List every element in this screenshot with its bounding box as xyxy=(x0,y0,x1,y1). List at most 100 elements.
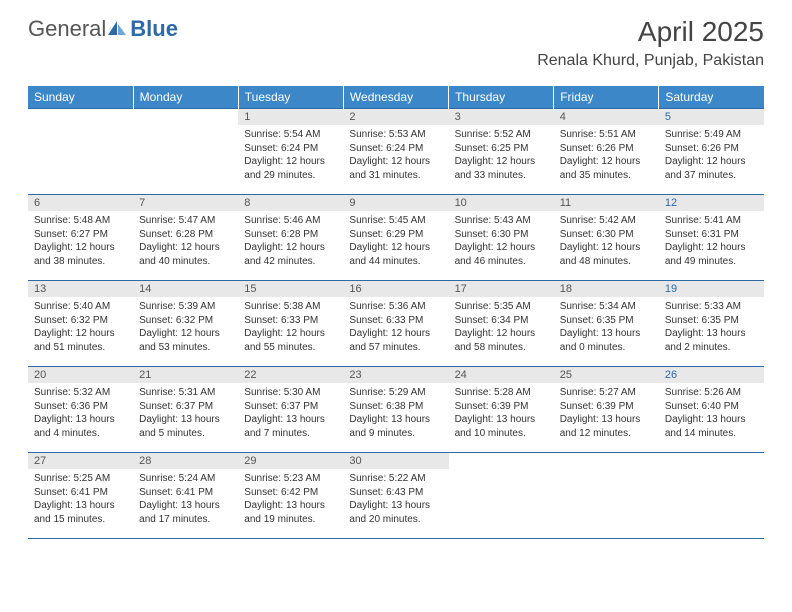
calendar-cell: 24Sunrise: 5:28 AMSunset: 6:39 PMDayligh… xyxy=(449,367,554,453)
page-title: April 2025 xyxy=(537,16,764,48)
calendar-cell: 29Sunrise: 5:23 AMSunset: 6:42 PMDayligh… xyxy=(238,453,343,539)
day-number: 30 xyxy=(343,453,448,469)
calendar-cell: 4Sunrise: 5:51 AMSunset: 6:26 PMDaylight… xyxy=(554,109,659,195)
brand-logo: General Blue xyxy=(28,16,178,42)
day-content: Sunrise: 5:39 AMSunset: 6:32 PMDaylight:… xyxy=(133,297,238,357)
location-subtitle: Renala Khurd, Punjab, Pakistan xyxy=(537,52,764,70)
weekday-header: Thursday xyxy=(449,86,554,109)
title-block: April 2025 Renala Khurd, Punjab, Pakista… xyxy=(537,16,764,70)
day-number: 27 xyxy=(28,453,133,469)
day-number: 17 xyxy=(449,281,554,297)
calendar-cell: 11Sunrise: 5:42 AMSunset: 6:30 PMDayligh… xyxy=(554,195,659,281)
day-content: Sunrise: 5:29 AMSunset: 6:38 PMDaylight:… xyxy=(343,383,448,443)
calendar-cell: 2Sunrise: 5:53 AMSunset: 6:24 PMDaylight… xyxy=(343,109,448,195)
calendar-cell: 17Sunrise: 5:35 AMSunset: 6:34 PMDayligh… xyxy=(449,281,554,367)
day-content: Sunrise: 5:32 AMSunset: 6:36 PMDaylight:… xyxy=(28,383,133,443)
day-content: Sunrise: 5:34 AMSunset: 6:35 PMDaylight:… xyxy=(554,297,659,357)
day-number: 24 xyxy=(449,367,554,383)
day-number: 11 xyxy=(554,195,659,211)
day-content: Sunrise: 5:26 AMSunset: 6:40 PMDaylight:… xyxy=(659,383,764,443)
day-number: 15 xyxy=(238,281,343,297)
day-number: 23 xyxy=(343,367,448,383)
day-content: Sunrise: 5:42 AMSunset: 6:30 PMDaylight:… xyxy=(554,211,659,271)
day-number: 12 xyxy=(659,195,764,211)
day-content: Sunrise: 5:31 AMSunset: 6:37 PMDaylight:… xyxy=(133,383,238,443)
calendar-cell: 5Sunrise: 5:49 AMSunset: 6:26 PMDaylight… xyxy=(659,109,764,195)
day-number: 10 xyxy=(449,195,554,211)
weekday-header: Tuesday xyxy=(238,86,343,109)
calendar-cell: 23Sunrise: 5:29 AMSunset: 6:38 PMDayligh… xyxy=(343,367,448,453)
calendar-cell: 20Sunrise: 5:32 AMSunset: 6:36 PMDayligh… xyxy=(28,367,133,453)
day-content: Sunrise: 5:24 AMSunset: 6:41 PMDaylight:… xyxy=(133,469,238,529)
day-number: 25 xyxy=(554,367,659,383)
calendar-cell: 14Sunrise: 5:39 AMSunset: 6:32 PMDayligh… xyxy=(133,281,238,367)
calendar-cell: 15Sunrise: 5:38 AMSunset: 6:33 PMDayligh… xyxy=(238,281,343,367)
calendar-cell: 10Sunrise: 5:43 AMSunset: 6:30 PMDayligh… xyxy=(449,195,554,281)
calendar-cell: 6Sunrise: 5:48 AMSunset: 6:27 PMDaylight… xyxy=(28,195,133,281)
calendar-cell: 13Sunrise: 5:40 AMSunset: 6:32 PMDayligh… xyxy=(28,281,133,367)
calendar-cell: 21Sunrise: 5:31 AMSunset: 6:37 PMDayligh… xyxy=(133,367,238,453)
calendar-cell: 27Sunrise: 5:25 AMSunset: 6:41 PMDayligh… xyxy=(28,453,133,539)
day-content: Sunrise: 5:38 AMSunset: 6:33 PMDaylight:… xyxy=(238,297,343,357)
day-content: Sunrise: 5:27 AMSunset: 6:39 PMDaylight:… xyxy=(554,383,659,443)
calendar-cell: 12Sunrise: 5:41 AMSunset: 6:31 PMDayligh… xyxy=(659,195,764,281)
day-content: Sunrise: 5:52 AMSunset: 6:25 PMDaylight:… xyxy=(449,125,554,185)
day-content: Sunrise: 5:30 AMSunset: 6:37 PMDaylight:… xyxy=(238,383,343,443)
calendar-cell: 7Sunrise: 5:47 AMSunset: 6:28 PMDaylight… xyxy=(133,195,238,281)
day-number: 21 xyxy=(133,367,238,383)
day-content: Sunrise: 5:23 AMSunset: 6:42 PMDaylight:… xyxy=(238,469,343,529)
calendar-table: SundayMondayTuesdayWednesdayThursdayFrid… xyxy=(28,86,764,539)
calendar-cell: 9Sunrise: 5:45 AMSunset: 6:29 PMDaylight… xyxy=(343,195,448,281)
day-number: 2 xyxy=(343,109,448,125)
weekday-header: Monday xyxy=(133,86,238,109)
day-content: Sunrise: 5:47 AMSunset: 6:28 PMDaylight:… xyxy=(133,211,238,271)
page-header: General Blue April 2025 Renala Khurd, Pu… xyxy=(0,0,792,78)
brand-sail-icon xyxy=(106,19,128,42)
day-content: Sunrise: 5:45 AMSunset: 6:29 PMDaylight:… xyxy=(343,211,448,271)
day-content: Sunrise: 5:22 AMSunset: 6:43 PMDaylight:… xyxy=(343,469,448,529)
calendar-cell: 16Sunrise: 5:36 AMSunset: 6:33 PMDayligh… xyxy=(343,281,448,367)
calendar-cell xyxy=(449,453,554,539)
day-number: 29 xyxy=(238,453,343,469)
calendar-cell: 8Sunrise: 5:46 AMSunset: 6:28 PMDaylight… xyxy=(238,195,343,281)
day-number: 5 xyxy=(659,109,764,125)
day-number: 16 xyxy=(343,281,448,297)
day-number: 8 xyxy=(238,195,343,211)
day-content: Sunrise: 5:46 AMSunset: 6:28 PMDaylight:… xyxy=(238,211,343,271)
day-content: Sunrise: 5:53 AMSunset: 6:24 PMDaylight:… xyxy=(343,125,448,185)
brand-general: General xyxy=(28,16,106,42)
day-number: 26 xyxy=(659,367,764,383)
calendar-cell: 26Sunrise: 5:26 AMSunset: 6:40 PMDayligh… xyxy=(659,367,764,453)
day-number: 1 xyxy=(238,109,343,125)
day-content: Sunrise: 5:36 AMSunset: 6:33 PMDaylight:… xyxy=(343,297,448,357)
day-content: Sunrise: 5:28 AMSunset: 6:39 PMDaylight:… xyxy=(449,383,554,443)
calendar-cell: 30Sunrise: 5:22 AMSunset: 6:43 PMDayligh… xyxy=(343,453,448,539)
day-content: Sunrise: 5:41 AMSunset: 6:31 PMDaylight:… xyxy=(659,211,764,271)
calendar-cell xyxy=(28,109,133,195)
brand-blue: Blue xyxy=(130,16,178,42)
calendar-cell: 22Sunrise: 5:30 AMSunset: 6:37 PMDayligh… xyxy=(238,367,343,453)
calendar-cell xyxy=(133,109,238,195)
day-number: 6 xyxy=(28,195,133,211)
day-number: 19 xyxy=(659,281,764,297)
day-content: Sunrise: 5:40 AMSunset: 6:32 PMDaylight:… xyxy=(28,297,133,357)
day-number: 7 xyxy=(133,195,238,211)
day-content: Sunrise: 5:35 AMSunset: 6:34 PMDaylight:… xyxy=(449,297,554,357)
day-number: 18 xyxy=(554,281,659,297)
calendar-cell: 1Sunrise: 5:54 AMSunset: 6:24 PMDaylight… xyxy=(238,109,343,195)
calendar-body: 1Sunrise: 5:54 AMSunset: 6:24 PMDaylight… xyxy=(28,109,764,539)
day-number: 14 xyxy=(133,281,238,297)
day-number: 4 xyxy=(554,109,659,125)
day-content: Sunrise: 5:33 AMSunset: 6:35 PMDaylight:… xyxy=(659,297,764,357)
day-content: Sunrise: 5:54 AMSunset: 6:24 PMDaylight:… xyxy=(238,125,343,185)
weekday-header: Saturday xyxy=(659,86,764,109)
day-number: 9 xyxy=(343,195,448,211)
day-content: Sunrise: 5:43 AMSunset: 6:30 PMDaylight:… xyxy=(449,211,554,271)
day-content: Sunrise: 5:25 AMSunset: 6:41 PMDaylight:… xyxy=(28,469,133,529)
day-number: 3 xyxy=(449,109,554,125)
calendar-cell xyxy=(554,453,659,539)
calendar-cell: 3Sunrise: 5:52 AMSunset: 6:25 PMDaylight… xyxy=(449,109,554,195)
day-number: 28 xyxy=(133,453,238,469)
day-number: 22 xyxy=(238,367,343,383)
day-number: 20 xyxy=(28,367,133,383)
